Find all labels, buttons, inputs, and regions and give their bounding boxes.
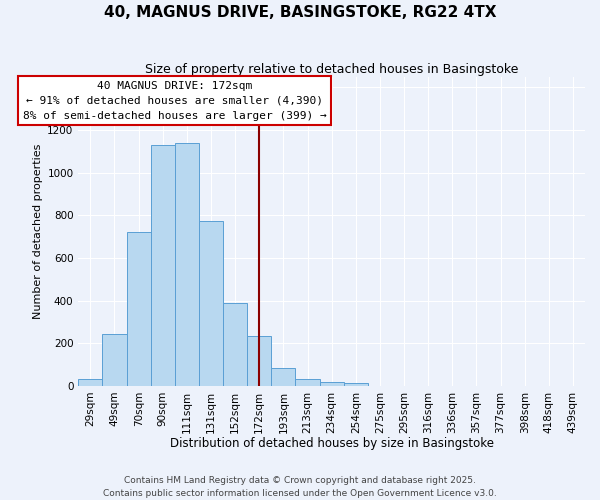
Text: 40 MAGNUS DRIVE: 172sqm
← 91% of detached houses are smaller (4,390)
8% of semi-: 40 MAGNUS DRIVE: 172sqm ← 91% of detache… bbox=[23, 81, 326, 120]
Bar bbox=[175, 143, 199, 386]
Bar bbox=[103, 334, 127, 386]
Bar bbox=[344, 382, 368, 386]
Bar bbox=[151, 145, 175, 386]
Title: Size of property relative to detached houses in Basingstoke: Size of property relative to detached ho… bbox=[145, 62, 518, 76]
Bar bbox=[271, 368, 295, 386]
Text: 40, MAGNUS DRIVE, BASINGSTOKE, RG22 4TX: 40, MAGNUS DRIVE, BASINGSTOKE, RG22 4TX bbox=[104, 5, 496, 20]
Bar bbox=[199, 220, 223, 386]
X-axis label: Distribution of detached houses by size in Basingstoke: Distribution of detached houses by size … bbox=[170, 437, 494, 450]
Y-axis label: Number of detached properties: Number of detached properties bbox=[33, 144, 43, 319]
Text: Contains HM Land Registry data © Crown copyright and database right 2025.
Contai: Contains HM Land Registry data © Crown c… bbox=[103, 476, 497, 498]
Bar bbox=[79, 380, 103, 386]
Bar bbox=[295, 380, 320, 386]
Bar bbox=[223, 302, 247, 386]
Bar bbox=[247, 336, 271, 386]
Bar bbox=[127, 232, 151, 386]
Bar bbox=[320, 382, 344, 386]
